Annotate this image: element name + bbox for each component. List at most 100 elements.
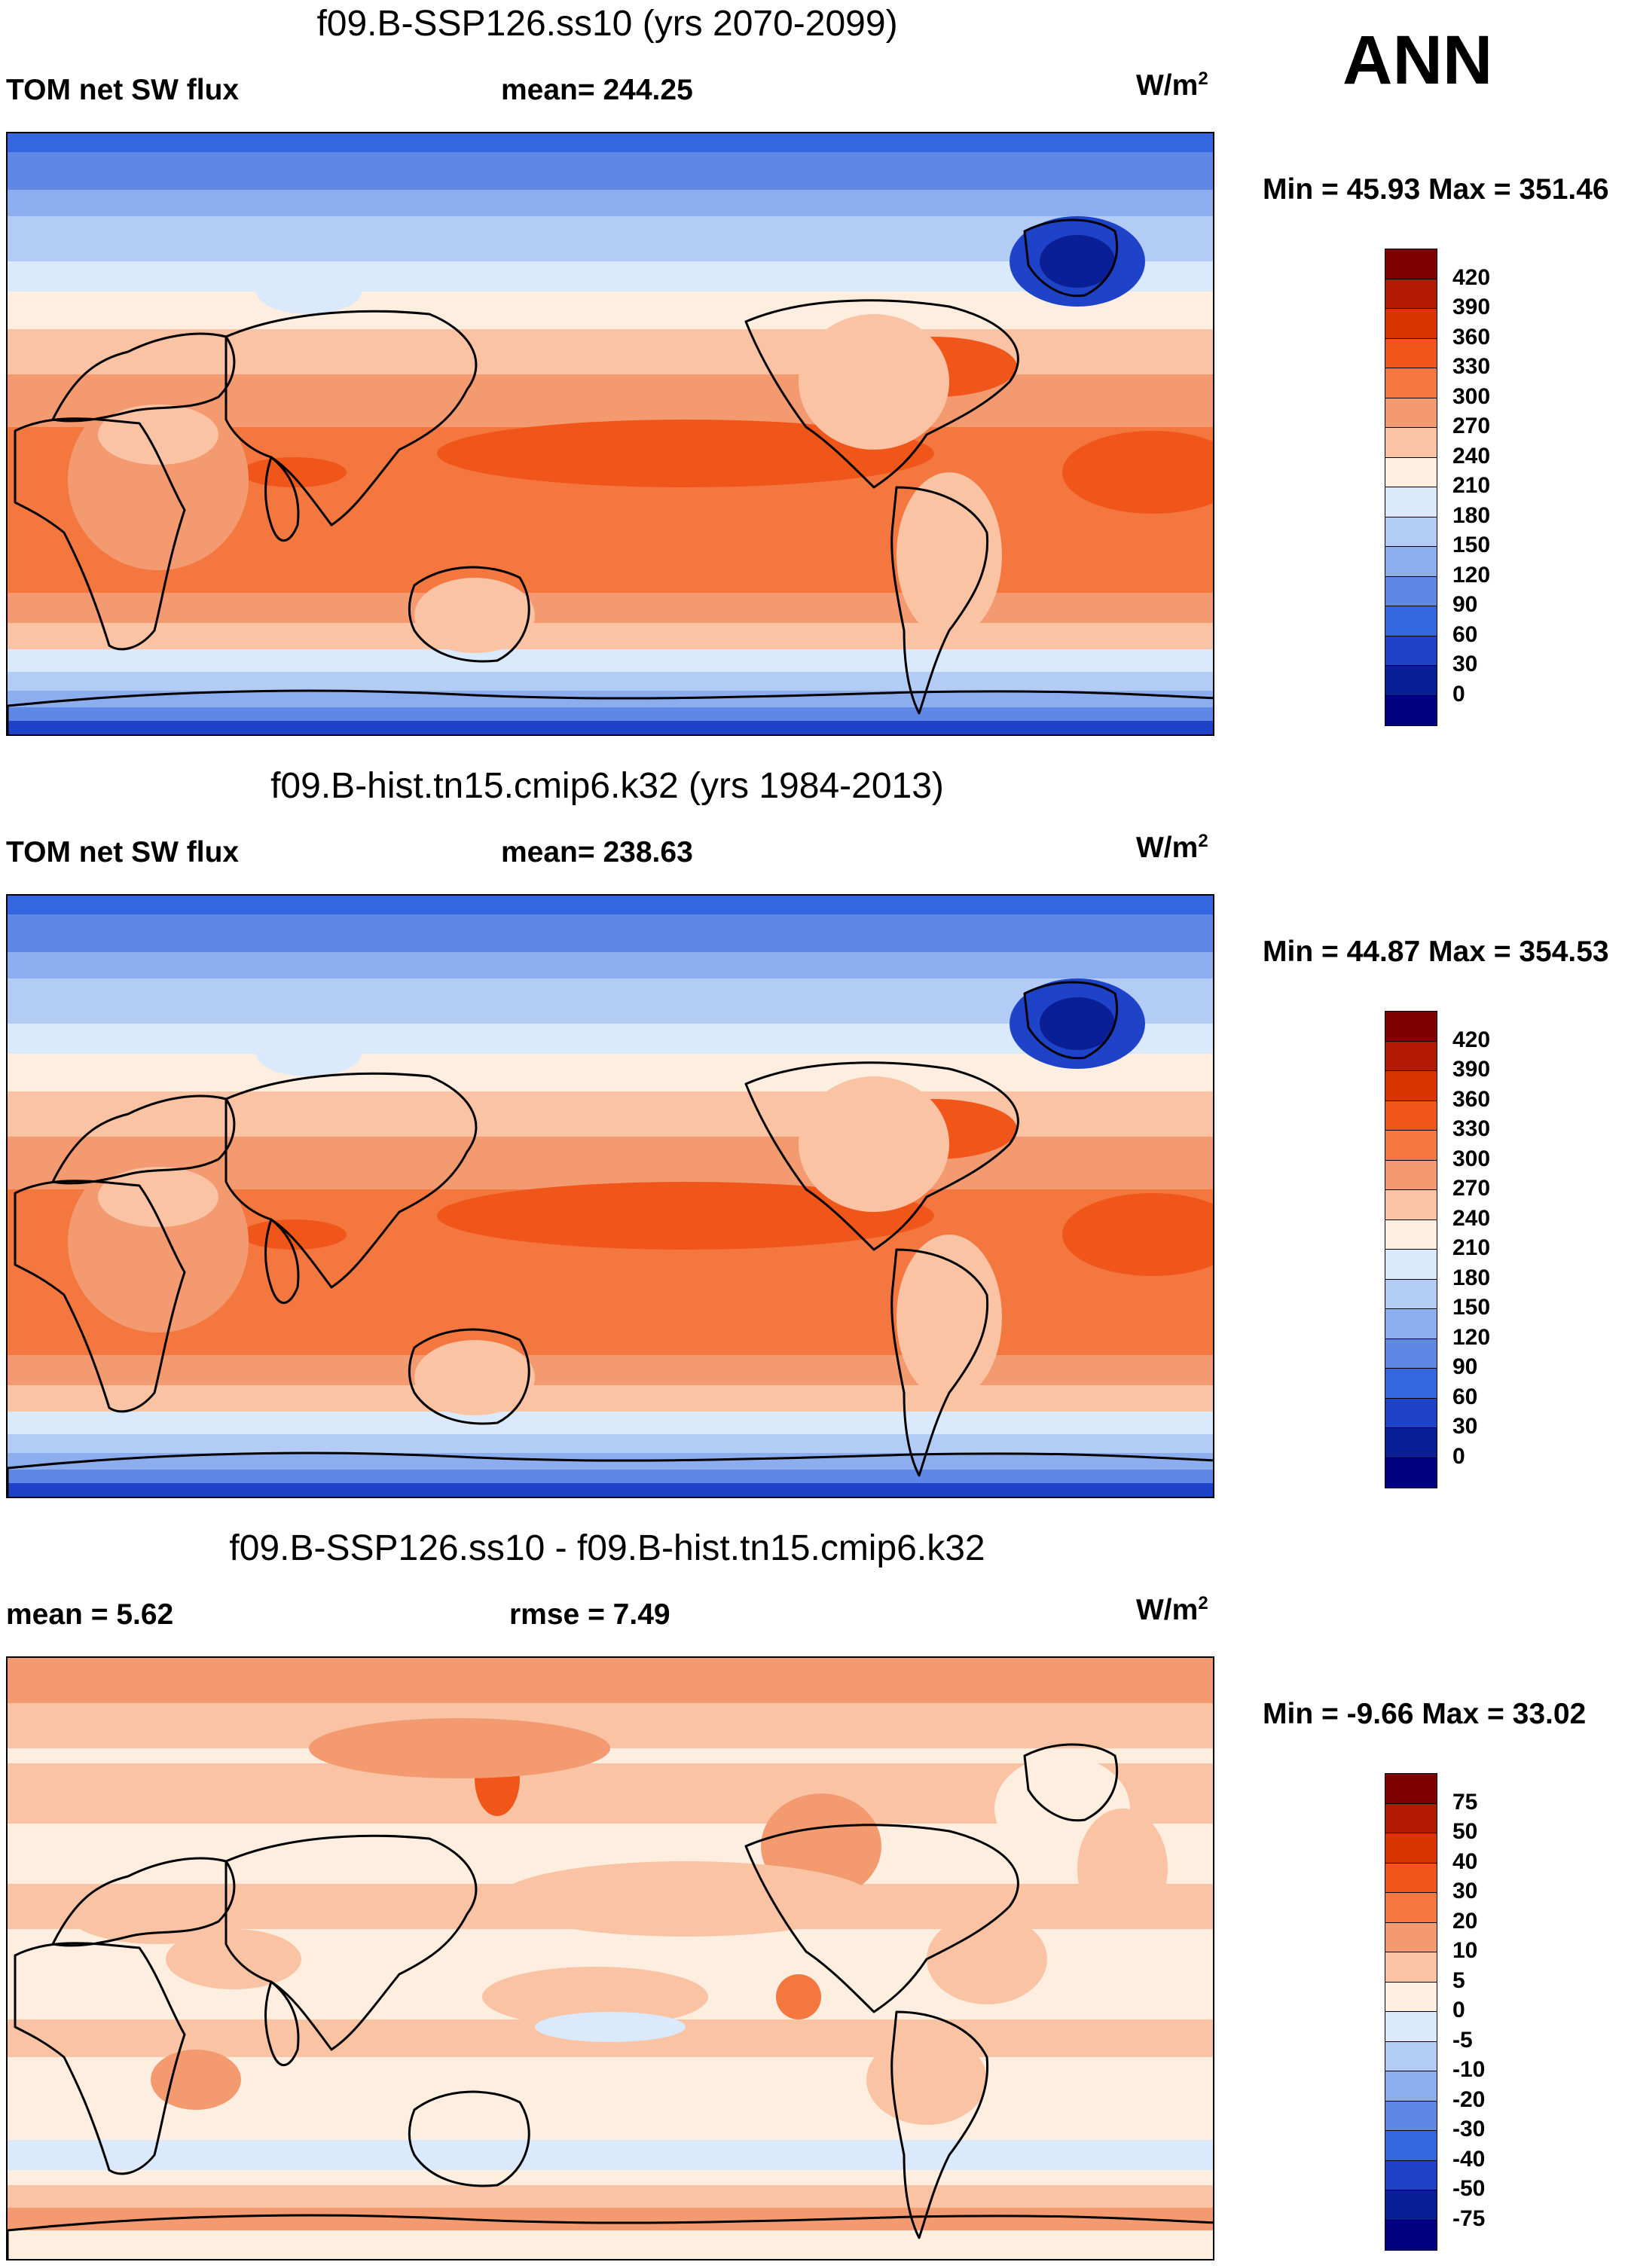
colorbar-swatch	[1385, 1070, 1437, 1101]
colorbar-swatch	[1385, 694, 1437, 726]
colorbar-swatch	[1385, 249, 1437, 279]
colorbar-swatch	[1385, 1130, 1437, 1161]
colorbar-tick-label: 0	[1452, 1443, 1465, 1469]
colorbar-swatch	[1385, 1397, 1437, 1429]
colorbar-swatch	[1385, 2160, 1437, 2191]
colorbar-tick-label: 420	[1452, 1027, 1491, 1052]
colorbar-swatch	[1385, 397, 1437, 429]
colorbar-swatch	[1385, 1159, 1437, 1191]
colorbar-tick-label: 360	[1452, 1086, 1491, 1112]
colorbar-tick-label: 40	[1452, 1848, 1478, 1874]
colorbar-swatch	[1385, 1100, 1437, 1131]
colorbar-tick-label: 150	[1452, 533, 1491, 557]
colorbar-tick-label: 0	[1452, 1998, 1465, 2022]
colorbar-swatch	[1385, 665, 1437, 696]
colorbar-swatch	[1385, 2071, 1437, 2102]
colorbar-tick-label: 75	[1452, 1789, 1478, 1815]
panel-3-colorbar	[1385, 1773, 1437, 2251]
colorbar-tick-label: 60	[1452, 1384, 1478, 1409]
colorbar-tick-label: 0	[1452, 681, 1465, 707]
colorbar-tick-label: 240	[1452, 1205, 1491, 1231]
colorbar-swatch	[1385, 337, 1437, 369]
colorbar-swatch	[1385, 1457, 1437, 1488]
colorbar-tick-label: 180	[1452, 1265, 1491, 1290]
panel-3-rmse-label: rmse = 7.49	[509, 1598, 670, 1631]
colorbar-tick-label: 300	[1452, 383, 1491, 409]
colorbar-swatch	[1385, 1278, 1437, 1310]
colorbar-tick-label: 150	[1452, 1295, 1491, 1320]
colorbar-tick-label: 180	[1452, 502, 1491, 528]
colorbar-tick-label: 20	[1452, 1908, 1478, 1934]
colorbar-swatch	[1385, 1952, 1437, 1983]
colorbar-swatch	[1385, 1892, 1437, 1923]
colorbar-tick-label: -5	[1452, 2027, 1473, 2053]
colorbar-swatch	[1385, 2011, 1437, 2042]
colorbar-tick-label: 420	[1452, 264, 1491, 290]
panel-3-title: f09.B-SSP126.ss10 - f09.B-hist.tn15.cmip…	[229, 1528, 985, 1568]
colorbar-swatch	[1385, 1219, 1437, 1250]
colorbar-swatch	[1385, 1368, 1437, 1399]
colorbar-tick-label: 120	[1452, 562, 1491, 588]
colorbar-tick-label: 390	[1452, 1057, 1491, 1082]
colorbar-swatch	[1385, 1189, 1437, 1220]
colorbar-swatch	[1385, 278, 1437, 310]
panel-3-units: W/m2	[1136, 1593, 1208, 1626]
colorbar-swatch	[1385, 575, 1437, 607]
colorbar-tick-label: 360	[1452, 324, 1491, 350]
colorbar-swatch	[1385, 1249, 1437, 1280]
colorbar-swatch	[1385, 1040, 1437, 1072]
season-label: ANN	[1342, 22, 1493, 99]
panel-1-map	[6, 132, 1214, 736]
panel-3-map	[6, 1656, 1214, 2260]
colorbar-tick-label: -40	[1452, 2146, 1486, 2172]
colorbar-swatch	[1385, 1773, 1437, 1804]
colorbar-tick-label: 210	[1452, 473, 1491, 498]
colorbar-swatch	[1385, 2130, 1437, 2161]
colorbar-swatch	[1385, 2219, 1437, 2251]
panel-2-units: W/m2	[1136, 831, 1208, 864]
colorbar-tick-label: 30	[1452, 1879, 1478, 1903]
colorbar-swatch	[1385, 2190, 1437, 2221]
colorbar-swatch	[1385, 368, 1437, 398]
colorbar-swatch	[1385, 2100, 1437, 2132]
colorbar-swatch	[1385, 1308, 1437, 1339]
colorbar-tick-label: -50	[1452, 2176, 1486, 2201]
colorbar-swatch	[1385, 635, 1437, 667]
colorbar-tick-label: 30	[1452, 1414, 1478, 1439]
colorbar-tick-label: 330	[1452, 354, 1491, 379]
panel-1-mean-label: mean= 244.25	[501, 74, 693, 106]
panel-3-minmax: Min = -9.66 Max = 33.02	[1263, 1698, 1587, 1730]
colorbar-tick-label: 330	[1452, 1116, 1491, 1141]
colorbar-tick-label: -10	[1452, 2057, 1486, 2082]
colorbar-tick-label: 30	[1452, 652, 1478, 676]
panel-1-variable-label: TOM net SW flux	[6, 74, 240, 106]
colorbar-swatch	[1385, 516, 1437, 548]
colorbar-tick-label: 390	[1452, 295, 1491, 319]
colorbar-swatch	[1385, 1011, 1437, 1042]
colorbar-swatch	[1385, 308, 1437, 339]
panel-1-minmax: Min = 45.93 Max = 351.46	[1263, 173, 1609, 206]
colorbar-tick-label: 10	[1452, 1938, 1478, 1963]
panel-2-variable-label: TOM net SW flux	[6, 836, 240, 868]
colorbar-swatch	[1385, 606, 1437, 636]
colorbar-swatch	[1385, 1338, 1437, 1369]
colorbar-tick-label: -75	[1452, 2205, 1486, 2231]
colorbar-tick-label: 300	[1452, 1146, 1491, 1171]
colorbar-tick-label: 50	[1452, 1819, 1478, 1844]
colorbar-swatch	[1385, 1833, 1437, 1864]
colorbar-swatch	[1385, 1802, 1437, 1834]
panel-2-minmax: Min = 44.87 Max = 354.53	[1263, 936, 1609, 968]
panel-1-units: W/m2	[1136, 69, 1208, 102]
colorbar-swatch	[1385, 427, 1437, 458]
panel-3-mean-label: mean = 5.62	[6, 1598, 174, 1631]
colorbar-tick-label: 270	[1452, 414, 1491, 438]
colorbar-tick-label: 270	[1452, 1176, 1491, 1201]
colorbar-tick-label: 5	[1452, 1967, 1465, 1993]
colorbar-tick-label: 240	[1452, 443, 1491, 469]
colorbar-swatch	[1385, 487, 1437, 517]
colorbar-swatch	[1385, 1862, 1437, 1894]
colorbar-tick-label: -20	[1452, 2086, 1486, 2112]
panel-1-title: f09.B-SSP126.ss10 (yrs 2070-2099)	[316, 4, 898, 44]
colorbar-swatch	[1385, 546, 1437, 577]
colorbar-tick-label: -30	[1452, 2117, 1486, 2141]
